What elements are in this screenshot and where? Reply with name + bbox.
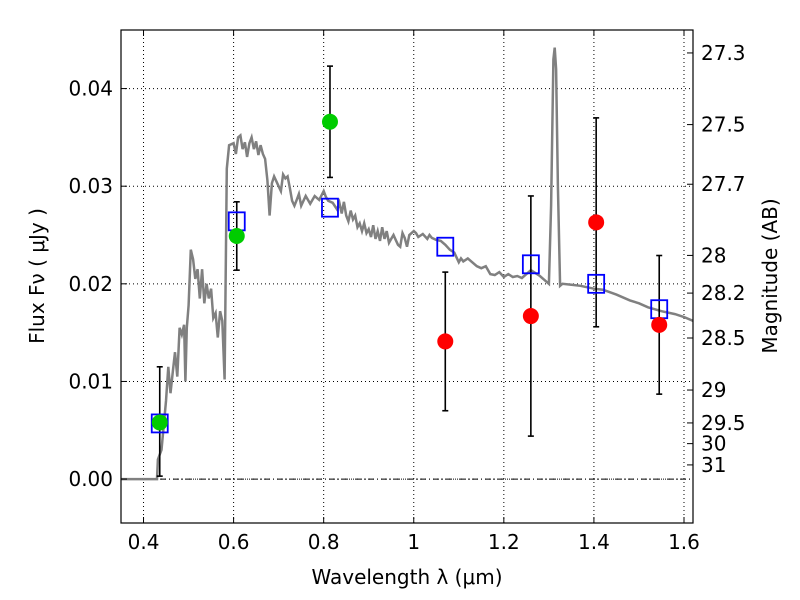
y2-tick-label: 28.2 [701, 281, 746, 305]
model-point [587, 273, 606, 294]
x-tick-label: 1.4 [578, 530, 610, 554]
nir-point [522, 308, 539, 325]
y2-tick-label: 27.5 [701, 113, 746, 137]
y-axis-ticks: 0.00 0.01 0.02 0.03 0.04 [68, 77, 127, 491]
optical-point [151, 414, 168, 431]
y-tick-label: 0.01 [68, 369, 113, 393]
y-axis-label: Flux Fν ( μJy ) [25, 208, 49, 344]
y2-tick-label: 30 [701, 432, 726, 456]
y2-tick-label: 27.3 [701, 41, 746, 65]
y2-axis-label: Magnitude (AB) [758, 198, 782, 353]
x-tick-label: 1.2 [488, 530, 520, 554]
nir-point [651, 316, 668, 333]
x-tick-label: 0.6 [218, 530, 250, 554]
x-axis-ticks: 0.4 0.6 0.8 1 1.2 1.4 1.6 [128, 30, 700, 554]
optical-point [321, 113, 338, 130]
y-tick-label: 0.02 [68, 272, 113, 296]
nir-point [588, 214, 605, 231]
plot-area [121, 47, 693, 481]
y-tick-label: 0.00 [68, 467, 113, 491]
y2-tick-label: 27.7 [701, 172, 746, 196]
plot-frame [120, 29, 694, 524]
y2-tick-label: 29 [701, 378, 726, 402]
nir-point [437, 333, 454, 350]
y2-tick-label: 28.5 [701, 326, 746, 350]
x-tick-label: 0.4 [128, 530, 160, 554]
y2-tick-label: 29.5 [701, 411, 746, 435]
sed-curve [121, 47, 693, 481]
model-point [521, 254, 540, 275]
model-point [150, 413, 169, 434]
optical-point [228, 227, 245, 244]
model-point [321, 197, 339, 218]
grid [121, 30, 693, 523]
y-tick-label: 0.03 [68, 174, 113, 198]
y-tick-label: 0.04 [68, 77, 113, 101]
y2-tick-label: 28 [701, 243, 726, 267]
y2-tick-label: 31 [701, 453, 726, 477]
x-axis-label: Wavelength λ (μm) [311, 565, 502, 589]
x-tick-label: 1 [407, 530, 420, 554]
x-tick-label: 1.6 [668, 530, 700, 554]
x-tick-label: 0.8 [308, 530, 340, 554]
model-point [436, 236, 455, 257]
